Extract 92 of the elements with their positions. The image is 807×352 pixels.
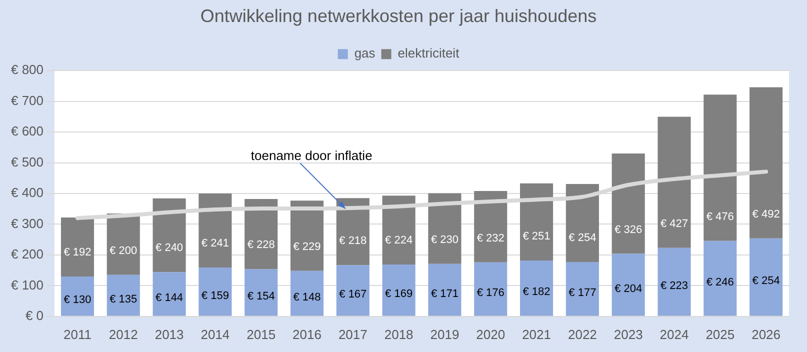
bar bbox=[60, 217, 94, 276]
data-label: € 229 bbox=[293, 240, 321, 253]
bar bbox=[106, 274, 140, 316]
bar bbox=[520, 183, 554, 260]
data-label: € 232 bbox=[476, 232, 504, 244]
data-label: € 240 bbox=[156, 242, 184, 254]
data-label: € 251 bbox=[522, 230, 550, 243]
data-label: € 148 bbox=[293, 291, 321, 304]
bar bbox=[566, 184, 599, 262]
data-label: € 246 bbox=[706, 276, 734, 288]
data-label: € 254 bbox=[568, 232, 596, 244]
bar bbox=[428, 264, 462, 316]
x-tick-label: 2022 bbox=[568, 326, 597, 342]
bar bbox=[704, 94, 737, 241]
data-label: € 144 bbox=[156, 292, 184, 304]
x-tick-label: 2016 bbox=[292, 326, 322, 342]
data-label: € 224 bbox=[385, 234, 413, 247]
data-label: € 218 bbox=[339, 235, 367, 248]
x-tick-label: 2021 bbox=[522, 326, 551, 342]
x-tick-label: 2020 bbox=[476, 326, 506, 342]
data-label: € 230 bbox=[430, 234, 458, 246]
y-tick-label: € 500 bbox=[10, 154, 44, 170]
data-label: € 476 bbox=[706, 210, 734, 223]
x-tick-label: 2025 bbox=[706, 326, 735, 342]
y-tick-label: € 300 bbox=[10, 216, 44, 231]
y-tick-label: € 800 bbox=[10, 62, 44, 78]
data-label: € 427 bbox=[660, 218, 688, 230]
legend-label: elektriciteit bbox=[398, 46, 460, 61]
chart-title: Ontwikkeling netwerkkosten per jaar huishoudens bbox=[200, 6, 597, 26]
data-label: € 200 bbox=[110, 244, 138, 257]
bar bbox=[658, 116, 691, 248]
x-tick-label: 2026 bbox=[752, 326, 781, 342]
y-tick-label: € 200 bbox=[10, 246, 44, 262]
y-tick-label: € 0 bbox=[25, 308, 44, 323]
x-tick-label: 2013 bbox=[154, 326, 184, 342]
data-label: € 204 bbox=[614, 282, 642, 295]
x-tick-label: 2011 bbox=[64, 326, 92, 342]
x-tick-label: 2024 bbox=[660, 326, 689, 342]
x-tick-label: 2023 bbox=[614, 326, 643, 342]
data-label: € 192 bbox=[64, 246, 92, 258]
data-label: € 171 bbox=[430, 288, 458, 300]
bar bbox=[750, 238, 783, 316]
data-label: € 135 bbox=[110, 293, 138, 306]
bar bbox=[152, 198, 186, 272]
x-tick-label: 2017 bbox=[338, 326, 368, 342]
data-label: € 223 bbox=[660, 280, 688, 292]
data-label: € 154 bbox=[247, 290, 275, 303]
bar bbox=[704, 240, 737, 316]
bar bbox=[336, 198, 370, 266]
x-tick-label: 2019 bbox=[430, 326, 460, 342]
bar bbox=[60, 276, 94, 316]
y-tick-label: € 100 bbox=[10, 277, 44, 292]
bar bbox=[428, 193, 462, 264]
y-tick-label: € 400 bbox=[10, 185, 44, 200]
legend-label: gas bbox=[354, 46, 376, 61]
data-label: € 176 bbox=[476, 287, 504, 300]
bar bbox=[198, 268, 232, 316]
x-tick-label: 2012 bbox=[108, 326, 138, 342]
x-tick-label: 2018 bbox=[384, 326, 414, 342]
data-label: € 182 bbox=[522, 286, 550, 298]
annotation: toename door inflatie bbox=[250, 148, 372, 164]
bar bbox=[198, 194, 232, 268]
data-label: € 130 bbox=[64, 294, 92, 306]
bar bbox=[290, 200, 324, 271]
data-label: € 177 bbox=[568, 286, 596, 299]
bar bbox=[612, 254, 645, 316]
bar bbox=[152, 272, 186, 316]
bar bbox=[382, 264, 416, 316]
data-label: € 241 bbox=[201, 238, 229, 250]
bar bbox=[244, 199, 278, 270]
data-label: € 169 bbox=[385, 288, 413, 300]
data-label: € 159 bbox=[201, 290, 229, 302]
y-tick-label: € 600 bbox=[10, 124, 44, 139]
x-tick-label: 2015 bbox=[246, 326, 276, 342]
bar bbox=[244, 269, 278, 316]
bar bbox=[336, 265, 370, 316]
bar bbox=[612, 154, 645, 254]
bar bbox=[658, 248, 691, 316]
bar bbox=[474, 191, 508, 262]
bar bbox=[750, 87, 783, 238]
data-label: € 228 bbox=[247, 239, 275, 252]
bar bbox=[382, 196, 416, 264]
bar bbox=[474, 262, 508, 316]
data-label: € 326 bbox=[614, 224, 642, 236]
x-tick-label: 2014 bbox=[200, 326, 230, 342]
bar bbox=[290, 270, 324, 316]
y-tick-label: € 700 bbox=[10, 92, 44, 108]
data-label: € 167 bbox=[339, 288, 367, 301]
data-label: € 254 bbox=[752, 275, 780, 288]
bar bbox=[566, 262, 599, 316]
data-label: € 492 bbox=[752, 208, 780, 220]
bar bbox=[520, 260, 554, 316]
